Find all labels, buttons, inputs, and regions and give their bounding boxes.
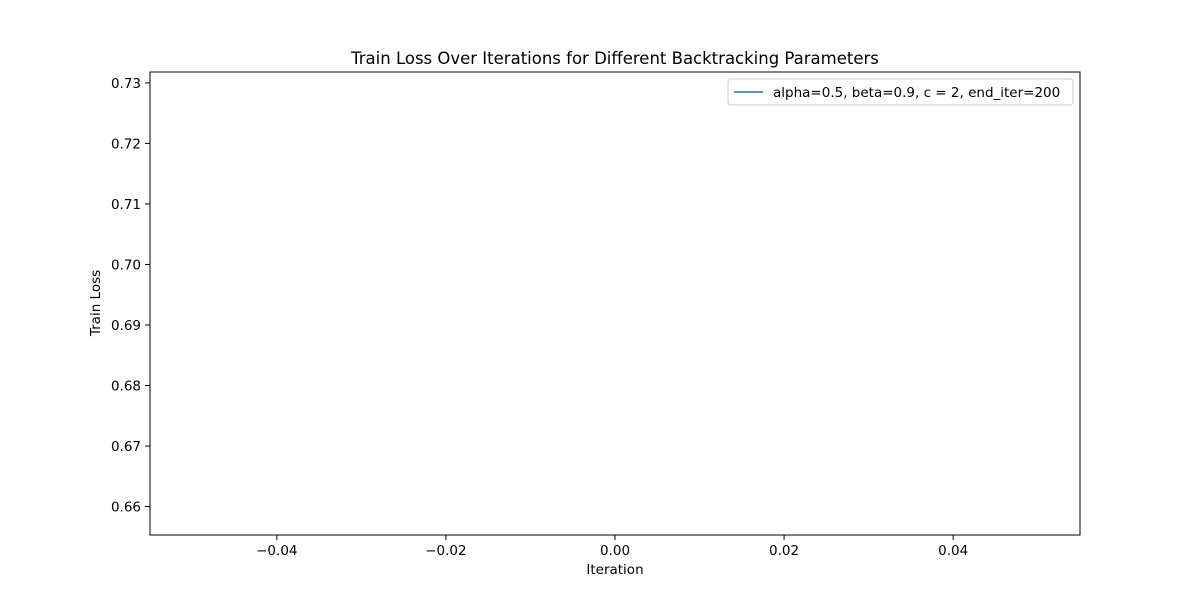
y-tick-label: 0.68 (111, 379, 141, 395)
y-tick-label: 0.70 (111, 257, 141, 273)
x-tick-label: 0.00 (600, 543, 630, 559)
y-tick-label: 0.71 (111, 197, 141, 213)
y-axis-label: Train Loss (88, 270, 104, 337)
x-tick-label: −0.04 (256, 543, 297, 559)
y-tick-label: 0.66 (111, 500, 141, 516)
x-tick-label: 0.04 (938, 543, 968, 559)
x-tick-label: −0.02 (425, 543, 466, 559)
y-axis-ticks: 0.66 0.67 0.68 0.69 0.70 0.71 0.72 0.73 (111, 76, 150, 516)
x-axis-ticks: −0.04 −0.02 0.00 0.02 0.04 (256, 535, 968, 559)
legend-label: alpha=0.5, beta=0.9, c = 2, end_iter=200 (773, 85, 1060, 101)
y-tick-label: 0.69 (111, 318, 141, 334)
x-tick-label: 0.02 (769, 543, 799, 559)
x-axis-label: Iteration (586, 562, 643, 578)
legend: alpha=0.5, beta=0.9, c = 2, end_iter=200 (727, 78, 1074, 106)
legend-box (727, 78, 1074, 106)
y-tick-label: 0.67 (111, 439, 141, 455)
y-tick-label: 0.73 (111, 76, 141, 92)
chart-title: Train Loss Over Iterations for Different… (350, 49, 879, 68)
y-tick-label: 0.72 (111, 136, 141, 152)
